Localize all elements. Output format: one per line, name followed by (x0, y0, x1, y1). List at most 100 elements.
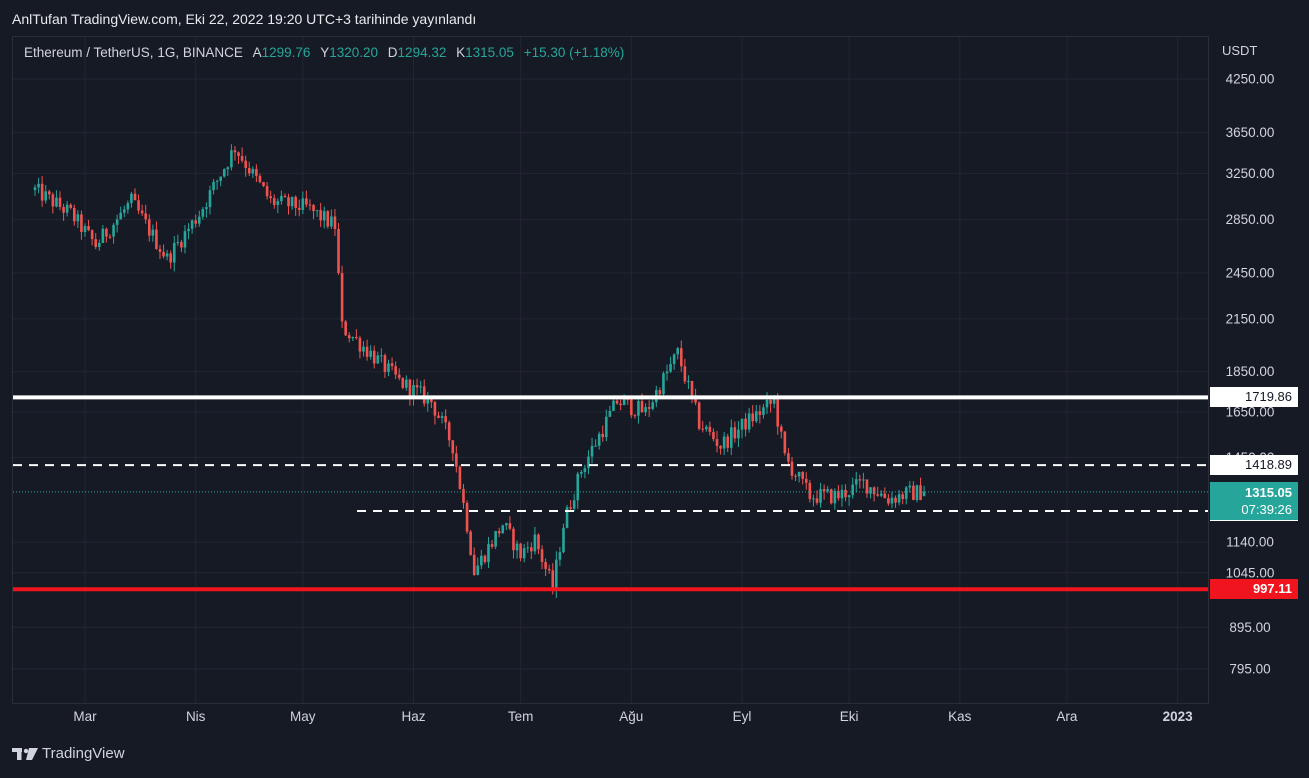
candle-body (62, 207, 65, 213)
tradingview-logo-icon (12, 747, 38, 760)
candle-body (155, 229, 158, 249)
time-tick-label: Eyl (733, 709, 752, 724)
candle-body (258, 175, 262, 183)
candle-body (412, 385, 415, 397)
candle-body (872, 487, 876, 495)
candle-body (915, 485, 919, 500)
candle-body (619, 403, 622, 406)
candle-body (465, 502, 469, 532)
candle-body (333, 216, 337, 229)
candle-body (583, 468, 587, 472)
candle-body (83, 226, 87, 232)
last-price-value: 1315.05 (1245, 484, 1292, 500)
candle-body (115, 219, 119, 225)
candle-body (712, 431, 715, 440)
candle-body (555, 559, 558, 590)
candle-body (876, 494, 879, 496)
candle-body (308, 204, 312, 206)
candle-body (208, 190, 212, 208)
level-price-label: 1719.86 (1210, 387, 1298, 408)
candle-body (426, 396, 430, 404)
candle-body (133, 193, 137, 201)
time-tick-label: Haz (401, 709, 425, 724)
candle-body (533, 534, 537, 552)
candle-body (794, 475, 797, 477)
candle-body (226, 167, 230, 170)
candle-body (547, 568, 551, 571)
candle-body (33, 187, 37, 191)
candle-body (269, 196, 272, 199)
candle-body (205, 207, 208, 210)
candle-body (658, 390, 662, 395)
candle-body (633, 415, 637, 417)
candle-body (212, 181, 215, 191)
candle-body (94, 239, 98, 248)
candle-body (715, 439, 719, 447)
close-label: K (456, 45, 466, 60)
candle-body (144, 213, 148, 220)
candle-body (740, 418, 744, 430)
candle-body (312, 204, 315, 212)
candle-body (469, 531, 472, 555)
candle-body (387, 363, 390, 372)
candle-body (297, 207, 301, 210)
candle-body (165, 253, 169, 257)
candle-body (869, 487, 872, 494)
candle-body (372, 350, 376, 364)
low-value: 1294.32 (397, 45, 447, 60)
candle-body (801, 472, 805, 479)
time-tick-label: Ağu (619, 709, 643, 724)
time-tick-label: May (290, 709, 316, 724)
chart-frame[interactable] (12, 36, 1209, 704)
candle-body (772, 399, 776, 404)
levels (13, 395, 1208, 592)
candle-body (69, 204, 73, 208)
candle-body (487, 544, 490, 563)
price-tick-label: 2850.00 (1226, 212, 1275, 227)
candle-body (287, 197, 290, 207)
candle-body (197, 216, 201, 224)
candle-body (55, 197, 58, 207)
candle-body (605, 416, 608, 438)
candle-body (58, 197, 62, 208)
brand-name: TradingView (42, 745, 125, 762)
candle-body (126, 203, 130, 210)
candle-body (562, 527, 565, 553)
published-caption: AnlTufan TradingView.com, Eki 22, 2022 1… (12, 11, 477, 27)
candle-body (701, 428, 705, 430)
candle-body (451, 440, 455, 454)
candle-body (637, 401, 640, 416)
candle-body (480, 555, 483, 566)
candle-body (580, 471, 583, 474)
candle-body (576, 473, 580, 501)
candle-body (322, 211, 326, 221)
price-tick-label: 1045.00 (1226, 565, 1275, 580)
candle-body (683, 366, 687, 382)
candle-body (305, 198, 308, 205)
candle-body (183, 231, 187, 248)
chart-legend: Ethereum / TetherUS, 1G, BINANCE A1299.7… (24, 45, 624, 60)
level-price-label: 997.11 (1210, 579, 1298, 600)
candle-body (551, 570, 555, 590)
candle-body (854, 479, 858, 485)
candle-body (44, 191, 48, 201)
brand[interactable]: TradingView (12, 745, 125, 762)
candle-body (108, 236, 112, 238)
candle-body (890, 497, 894, 504)
candle-body (122, 209, 126, 213)
candle-body (587, 456, 590, 469)
time-tick-label: Kas (948, 709, 972, 724)
candle-body (897, 494, 901, 503)
candle-body (462, 489, 465, 503)
candle-body (72, 207, 76, 222)
candle-body (347, 335, 351, 339)
candle-body (172, 243, 176, 263)
candle-body (90, 230, 94, 240)
candle-body (151, 229, 155, 236)
candle-body (526, 547, 530, 549)
candle-body (80, 214, 83, 232)
candle-body (483, 555, 487, 563)
candle-body (240, 156, 244, 161)
currency-label[interactable]: USDT (1222, 43, 1258, 58)
